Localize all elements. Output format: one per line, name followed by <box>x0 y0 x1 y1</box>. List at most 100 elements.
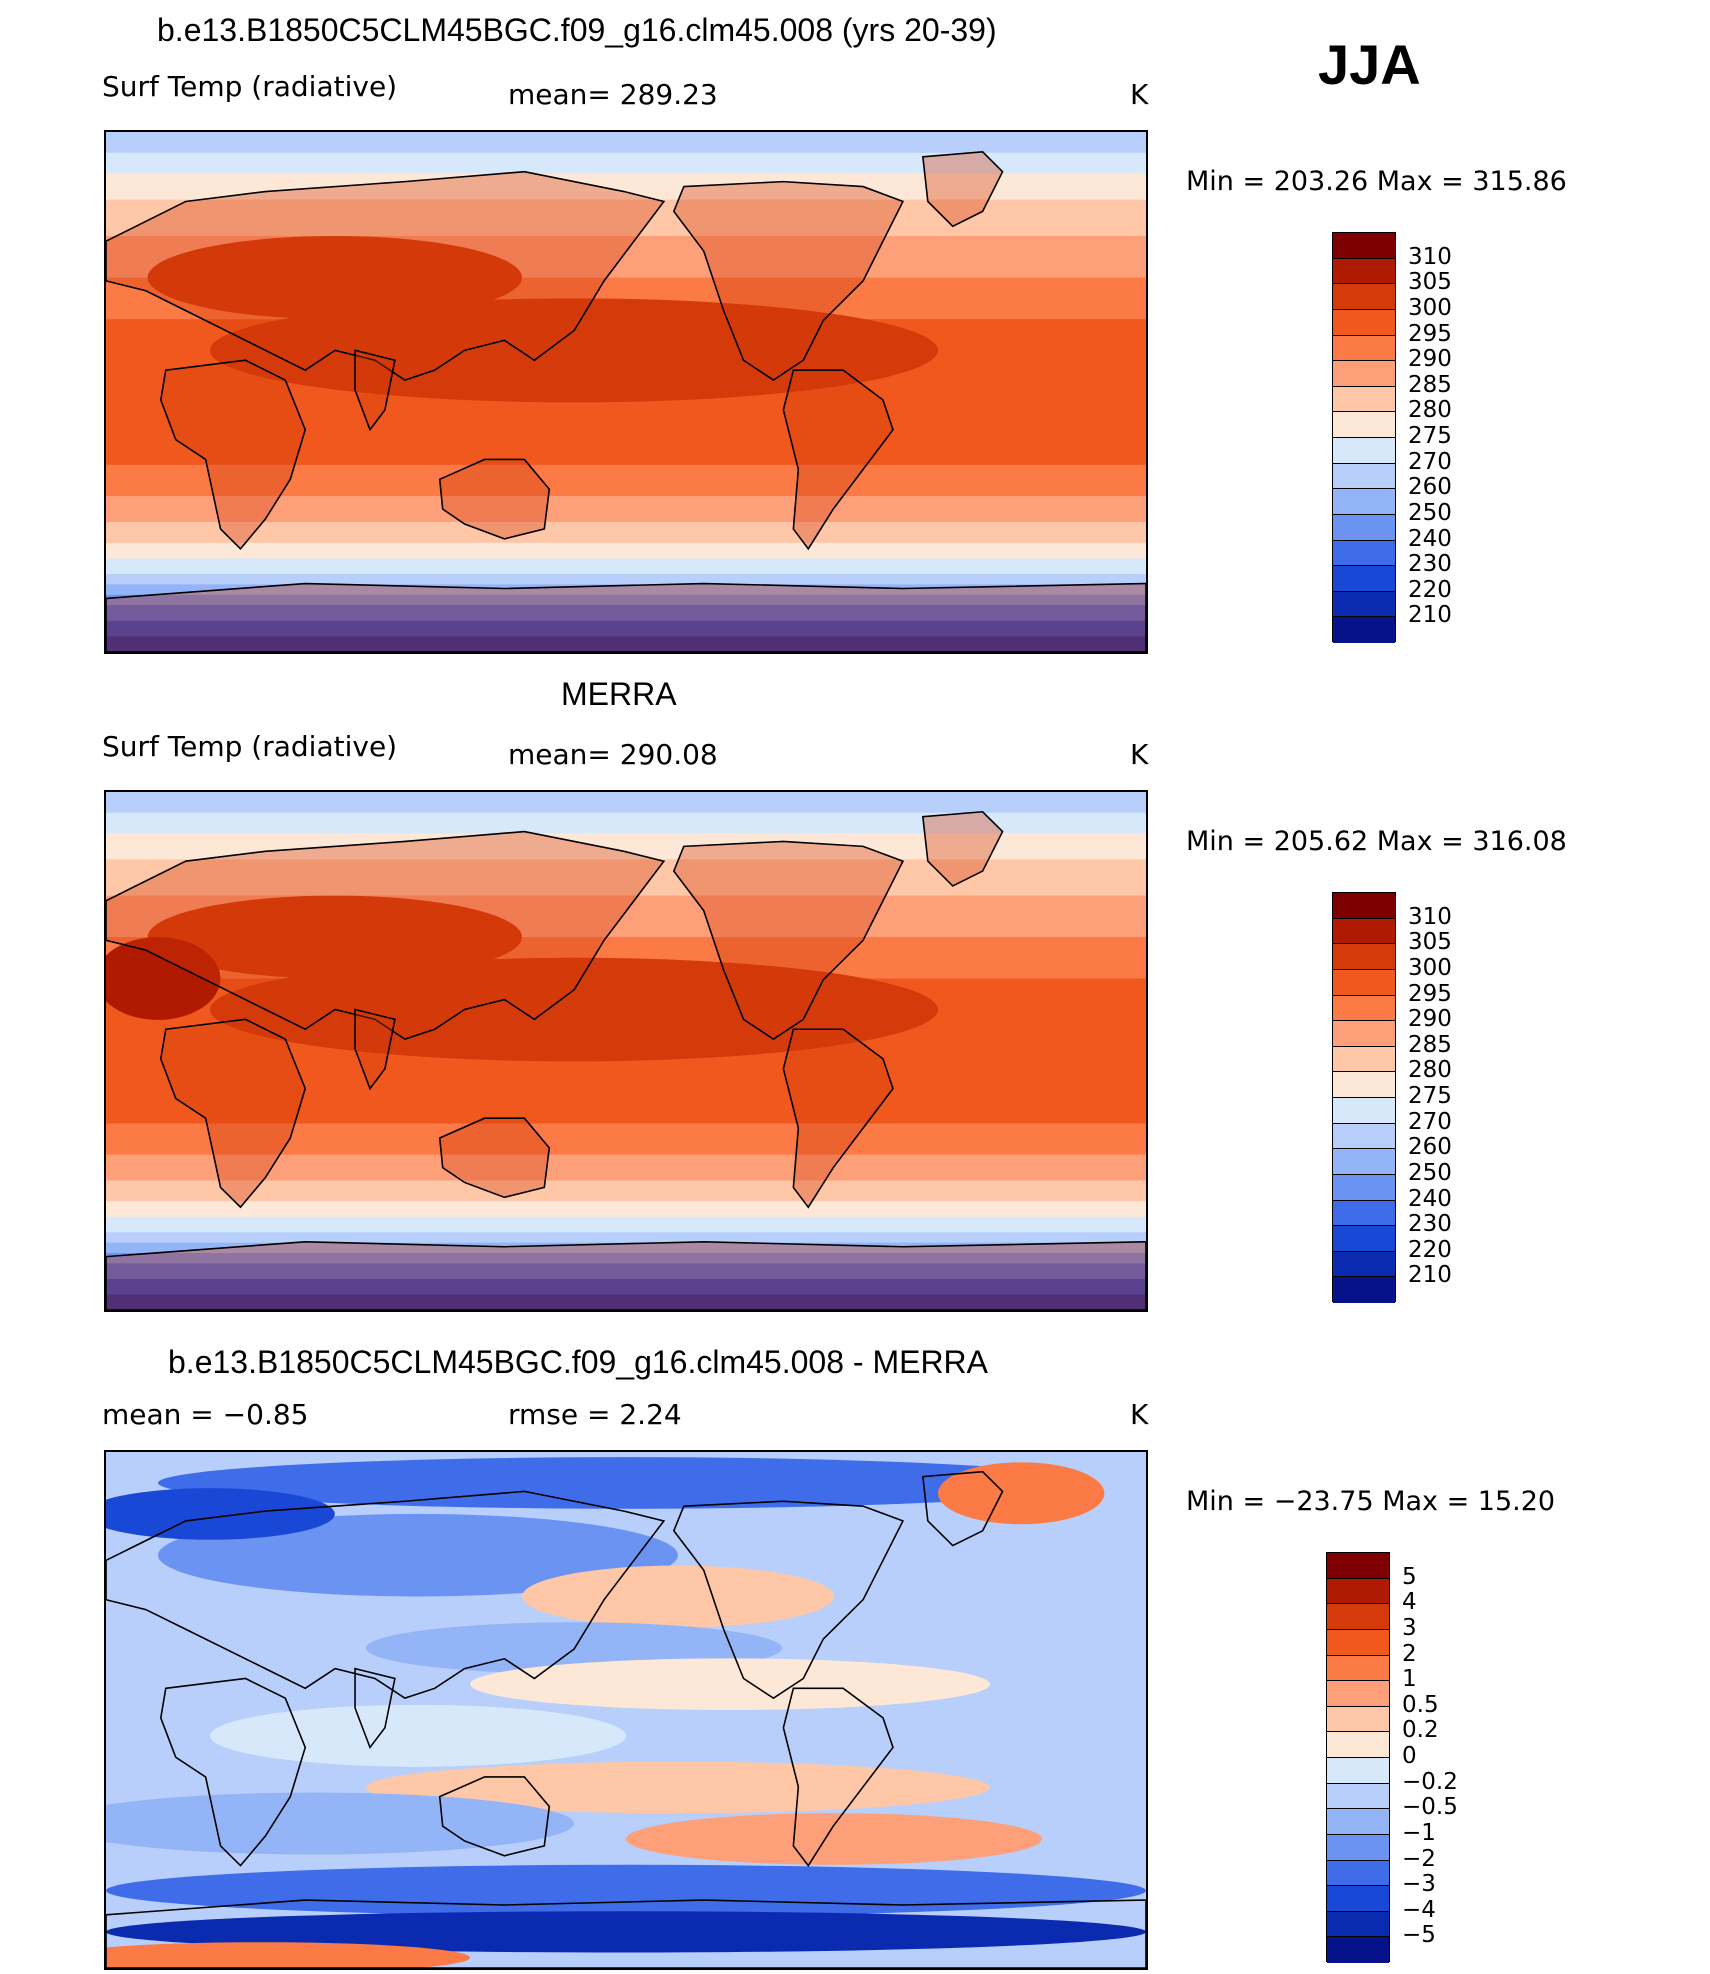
colorbar-segment <box>1333 617 1395 643</box>
coastline <box>106 1240 1146 1310</box>
field-region <box>937 1462 1105 1525</box>
colorbar-label: −0.2 <box>1402 1768 1458 1795</box>
panel-3-title: b.e13.B1850C5CLM45BGC.f09_g16.clm45.008 … <box>168 1344 988 1380</box>
coastline <box>106 1899 1146 1968</box>
panel-3-map-svg <box>106 1452 1146 1968</box>
colorbar-segment <box>1333 893 1395 919</box>
colorbar-label: 0.5 <box>1402 1691 1439 1718</box>
colorbar-segment <box>1327 1834 1389 1861</box>
colorbar-segment <box>1333 1149 1395 1175</box>
colorbar-label: 250 <box>1408 499 1452 526</box>
panel-1-units: K <box>1130 78 1149 111</box>
colorbar-label: −2 <box>1402 1845 1436 1872</box>
coastline <box>921 1470 1004 1547</box>
colorbar-segment <box>1333 258 1395 285</box>
colorbar-label: 285 <box>1408 1031 1452 1058</box>
colorbar-label: 295 <box>1408 320 1452 347</box>
colorbar-label: 220 <box>1408 1236 1452 1263</box>
colorbar-label: −4 <box>1402 1896 1436 1923</box>
field-region <box>106 1792 574 1855</box>
colorbar-segment <box>1327 1911 1389 1938</box>
colorbar-segment <box>1333 284 1395 310</box>
panel-2-colorbar <box>1332 892 1396 1303</box>
temperature-band <box>106 605 1146 622</box>
colorbar-segment <box>1333 918 1395 945</box>
temperature-band <box>106 132 1146 154</box>
colorbar-label: 260 <box>1408 474 1452 501</box>
temperature-band <box>106 792 1146 814</box>
colorbar-label: 0.2 <box>1402 1717 1439 1744</box>
field-region <box>106 1911 1146 1953</box>
colorbar-segment <box>1333 540 1395 567</box>
temperature-band <box>106 1242 1146 1255</box>
colorbar-segment <box>1333 1277 1395 1303</box>
colorbar-segment <box>1333 361 1395 387</box>
colorbar-label: 300 <box>1408 954 1452 981</box>
coastline <box>672 1500 905 1700</box>
coastline <box>354 1667 396 1750</box>
panel-3-units: K <box>1130 1398 1149 1431</box>
panel-3-minmax: Min = −23.75 Max = 15.20 <box>1186 1486 1556 1517</box>
colorbar-label: 310 <box>1408 243 1452 270</box>
panel-1-mean-label: mean= 289.23 <box>508 78 718 111</box>
temperature-band <box>106 464 1146 497</box>
coastline <box>782 1028 894 1209</box>
panel-2-minmax: Min = 205.62 Max = 316.08 <box>1186 826 1567 857</box>
temperature-band <box>106 1180 1146 1203</box>
panel-1-variable-label: Surf Temp (radiative) <box>102 70 398 103</box>
colorbar-label: 270 <box>1408 448 1452 475</box>
temperature-band <box>106 1278 1146 1296</box>
coastlines <box>106 810 1146 1310</box>
panel-3-map <box>104 1450 1148 1970</box>
colorbar-label: 305 <box>1408 929 1452 956</box>
coastline <box>159 359 307 550</box>
colorbar-segment <box>1333 1200 1395 1227</box>
temperature-band <box>106 152 1146 175</box>
colorbar-segment <box>1333 412 1395 438</box>
colorbar-segment <box>1327 1629 1389 1656</box>
colorbar-label: 250 <box>1408 1159 1452 1186</box>
temperature-band <box>106 522 1146 544</box>
colorbar-label: 295 <box>1408 980 1452 1007</box>
panel-1-map-svg <box>106 132 1146 652</box>
colorbar-segment <box>1333 1021 1395 1047</box>
colorbar-label: 270 <box>1408 1108 1452 1135</box>
colorbar-segment <box>1333 309 1395 336</box>
temperature-band <box>106 584 1146 596</box>
colorbar-label: 305 <box>1408 269 1452 296</box>
panel-1-minmax: Min = 203.26 Max = 315.86 <box>1186 166 1567 197</box>
temperature-band <box>106 1232 1146 1244</box>
colorbar-segment <box>1327 1706 1389 1733</box>
colorbar-segment <box>1333 1226 1395 1252</box>
colorbar-segment <box>1333 438 1395 464</box>
coastline <box>106 1490 666 1700</box>
coastline <box>106 830 666 1041</box>
coastline <box>438 1776 551 1857</box>
colorbar-label: 210 <box>1408 1262 1452 1289</box>
temperature-band <box>106 199 1146 237</box>
colorbar-segment <box>1327 1553 1389 1579</box>
hot-region <box>106 937 221 1020</box>
temperature-band <box>106 1263 1146 1280</box>
colorbar-label: −5 <box>1402 1922 1436 1949</box>
colorbar-label: 275 <box>1408 1083 1452 1109</box>
colorbar-label: 4 <box>1402 1589 1417 1616</box>
coastline <box>921 151 1004 228</box>
coastline <box>106 582 1146 652</box>
colorbar-label: 285 <box>1408 371 1452 398</box>
panel-2-variable-label: Surf Temp (radiative) <box>102 730 398 763</box>
field-region <box>366 1761 990 1814</box>
colorbar-segment <box>1327 1886 1389 1912</box>
colorbar-segment <box>1333 514 1395 541</box>
field-region <box>106 1942 470 1968</box>
panel-3-rmse-label: rmse = 2.24 <box>508 1398 682 1431</box>
panel-1-map <box>104 130 1148 654</box>
colorbar-segment <box>1333 386 1395 413</box>
temperature-band <box>106 418 1146 466</box>
colorbar-segment <box>1327 1604 1389 1630</box>
coastline <box>782 369 894 551</box>
temperature-band <box>106 594 1146 607</box>
panel-2-map <box>104 790 1148 1312</box>
colorbar-segment <box>1333 1098 1395 1124</box>
temperature-band <box>106 574 1146 586</box>
